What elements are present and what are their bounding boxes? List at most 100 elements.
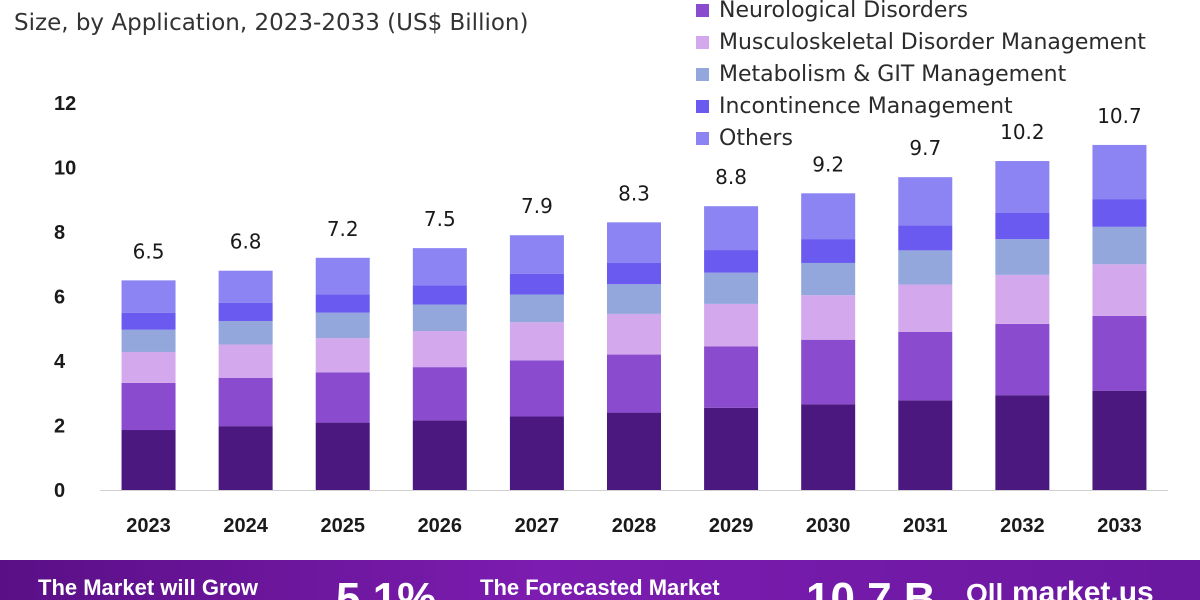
bar-segment-5 bbox=[898, 177, 953, 226]
bar-total-label: 7.9 bbox=[521, 194, 553, 218]
bar-segment-4 bbox=[995, 212, 1050, 240]
legend-item-musculoskeletal: Musculoskeletal Disorder Management bbox=[696, 26, 1146, 58]
bar-segment-4 bbox=[801, 239, 856, 263]
x-tick-label: 2023 bbox=[126, 515, 171, 537]
legend-label: Neurological Disorders bbox=[719, 0, 968, 23]
bar-segment-2 bbox=[218, 344, 273, 378]
x-tick-label: 2025 bbox=[320, 515, 365, 537]
x-tick-label: 2028 bbox=[612, 515, 657, 537]
bar-segment-1 bbox=[898, 331, 953, 401]
x-tick-label: 2026 bbox=[418, 515, 463, 537]
legend-swatch bbox=[696, 131, 709, 145]
bar-segment-0 bbox=[218, 426, 273, 490]
y-tick-label: 2 bbox=[54, 416, 65, 438]
bar-segment-4 bbox=[315, 294, 370, 313]
banner-grow-text: The Market will Grow bbox=[38, 575, 259, 600]
x-tick-label: 2027 bbox=[515, 515, 560, 537]
bar-segment-2 bbox=[801, 295, 856, 340]
bar-segment-5 bbox=[1092, 144, 1147, 200]
legend-swatch bbox=[696, 67, 709, 81]
bar-segment-3 bbox=[607, 284, 661, 314]
bar-segment-3 bbox=[509, 294, 564, 323]
bar-segment-3 bbox=[995, 239, 1050, 275]
y-tick-label: 4 bbox=[54, 351, 66, 373]
bar-segment-1 bbox=[315, 372, 370, 423]
bar-segment-5 bbox=[412, 248, 467, 286]
bar-total-label: 8.8 bbox=[715, 165, 747, 189]
x-tick-label: 2029 bbox=[709, 515, 754, 537]
bar-segment-1 bbox=[218, 377, 273, 427]
x-tick-label: 2024 bbox=[223, 515, 268, 537]
bar-segment-0 bbox=[801, 404, 856, 490]
bar-segment-0 bbox=[898, 400, 953, 490]
bar-segment-1 bbox=[995, 323, 1050, 396]
bar-total-label: 7.2 bbox=[327, 217, 359, 241]
legend-swatch bbox=[696, 35, 709, 49]
y-tick-label: 10 bbox=[54, 158, 76, 180]
bar-segment-4 bbox=[704, 250, 759, 273]
bar-segment-3 bbox=[1092, 226, 1147, 265]
banner-forecast-value: 10.7 B bbox=[806, 574, 936, 600]
chart-legend: Neurological Disorders Musculoskeletal D… bbox=[696, 0, 1146, 154]
y-tick-label: 12 bbox=[54, 93, 76, 115]
bar-total-label: 8.3 bbox=[618, 181, 650, 205]
y-tick-label: 6 bbox=[54, 287, 65, 309]
bar-segment-3 bbox=[412, 304, 467, 332]
banner-cagr-value: 5.1% bbox=[336, 574, 437, 600]
bar-segment-0 bbox=[1092, 390, 1147, 490]
legend-label: Others bbox=[719, 125, 793, 151]
bar-segment-1 bbox=[704, 346, 759, 408]
bar-segment-0 bbox=[607, 412, 661, 490]
bar-segment-5 bbox=[607, 222, 661, 263]
bar-segment-4 bbox=[509, 273, 564, 295]
bar-segment-0 bbox=[995, 395, 1050, 490]
bar-segment-1 bbox=[509, 360, 564, 417]
x-tick-label: 2032 bbox=[1000, 515, 1045, 537]
bar-segment-5 bbox=[121, 280, 176, 313]
bar-total-label: 9.2 bbox=[812, 152, 844, 176]
legend-swatch bbox=[696, 3, 709, 17]
bar-segment-1 bbox=[607, 354, 661, 413]
bar-segment-3 bbox=[898, 250, 953, 285]
bar-segment-4 bbox=[898, 225, 953, 251]
legend-item-incontinence: Incontinence Management bbox=[696, 90, 1146, 122]
bar-total-label: 10.7 bbox=[1097, 104, 1142, 128]
bar-segment-5 bbox=[315, 257, 370, 295]
bar-segment-2 bbox=[995, 274, 1050, 324]
bar-segment-0 bbox=[412, 420, 467, 490]
bar-segment-3 bbox=[218, 321, 273, 345]
bar-segment-5 bbox=[995, 161, 1050, 213]
bottom-banner: The Market will Grow 5.1% The Forecasted… bbox=[0, 560, 1200, 600]
legend-label: Incontinence Management bbox=[719, 93, 1013, 119]
y-tick-label: 8 bbox=[54, 222, 65, 244]
bar-segment-0 bbox=[121, 430, 176, 490]
bar-segment-2 bbox=[607, 313, 661, 355]
bar-segment-1 bbox=[121, 382, 176, 431]
bar-segment-5 bbox=[218, 270, 273, 303]
x-tick-label: 2031 bbox=[903, 515, 948, 537]
banner-forecast-text: The Forecasted Market bbox=[480, 575, 720, 600]
bar-total-label: 9.7 bbox=[909, 136, 941, 160]
legend-item-others: Others bbox=[696, 122, 1146, 154]
chart-subtitle: Size, by Application, 2023-2033 (US$ Bil… bbox=[14, 10, 529, 36]
brand-name: market.us bbox=[1012, 576, 1154, 600]
legend-label: Metabolism & GIT Management bbox=[719, 61, 1067, 87]
bar-segment-0 bbox=[315, 422, 370, 490]
bar-segment-3 bbox=[704, 272, 759, 304]
x-tick-label: 2033 bbox=[1097, 515, 1142, 537]
bar-segment-1 bbox=[412, 367, 467, 421]
bar-segment-4 bbox=[607, 262, 661, 285]
bar-total-label: 7.5 bbox=[424, 207, 456, 231]
bar-segment-1 bbox=[801, 339, 856, 405]
bar-segment-5 bbox=[704, 206, 759, 251]
bar-segment-4 bbox=[412, 285, 467, 305]
bar-segment-1 bbox=[1092, 315, 1147, 391]
bar-segment-4 bbox=[218, 302, 273, 322]
bar-segment-0 bbox=[704, 407, 759, 490]
x-tick-label: 2030 bbox=[806, 515, 851, 537]
bar-segment-5 bbox=[801, 193, 856, 240]
legend-label: Musculoskeletal Disorder Management bbox=[719, 29, 1146, 55]
bar-segment-0 bbox=[509, 416, 564, 490]
bar-total-label: 6.8 bbox=[230, 230, 262, 254]
brand-logo-icon: Oll bbox=[966, 578, 1004, 600]
